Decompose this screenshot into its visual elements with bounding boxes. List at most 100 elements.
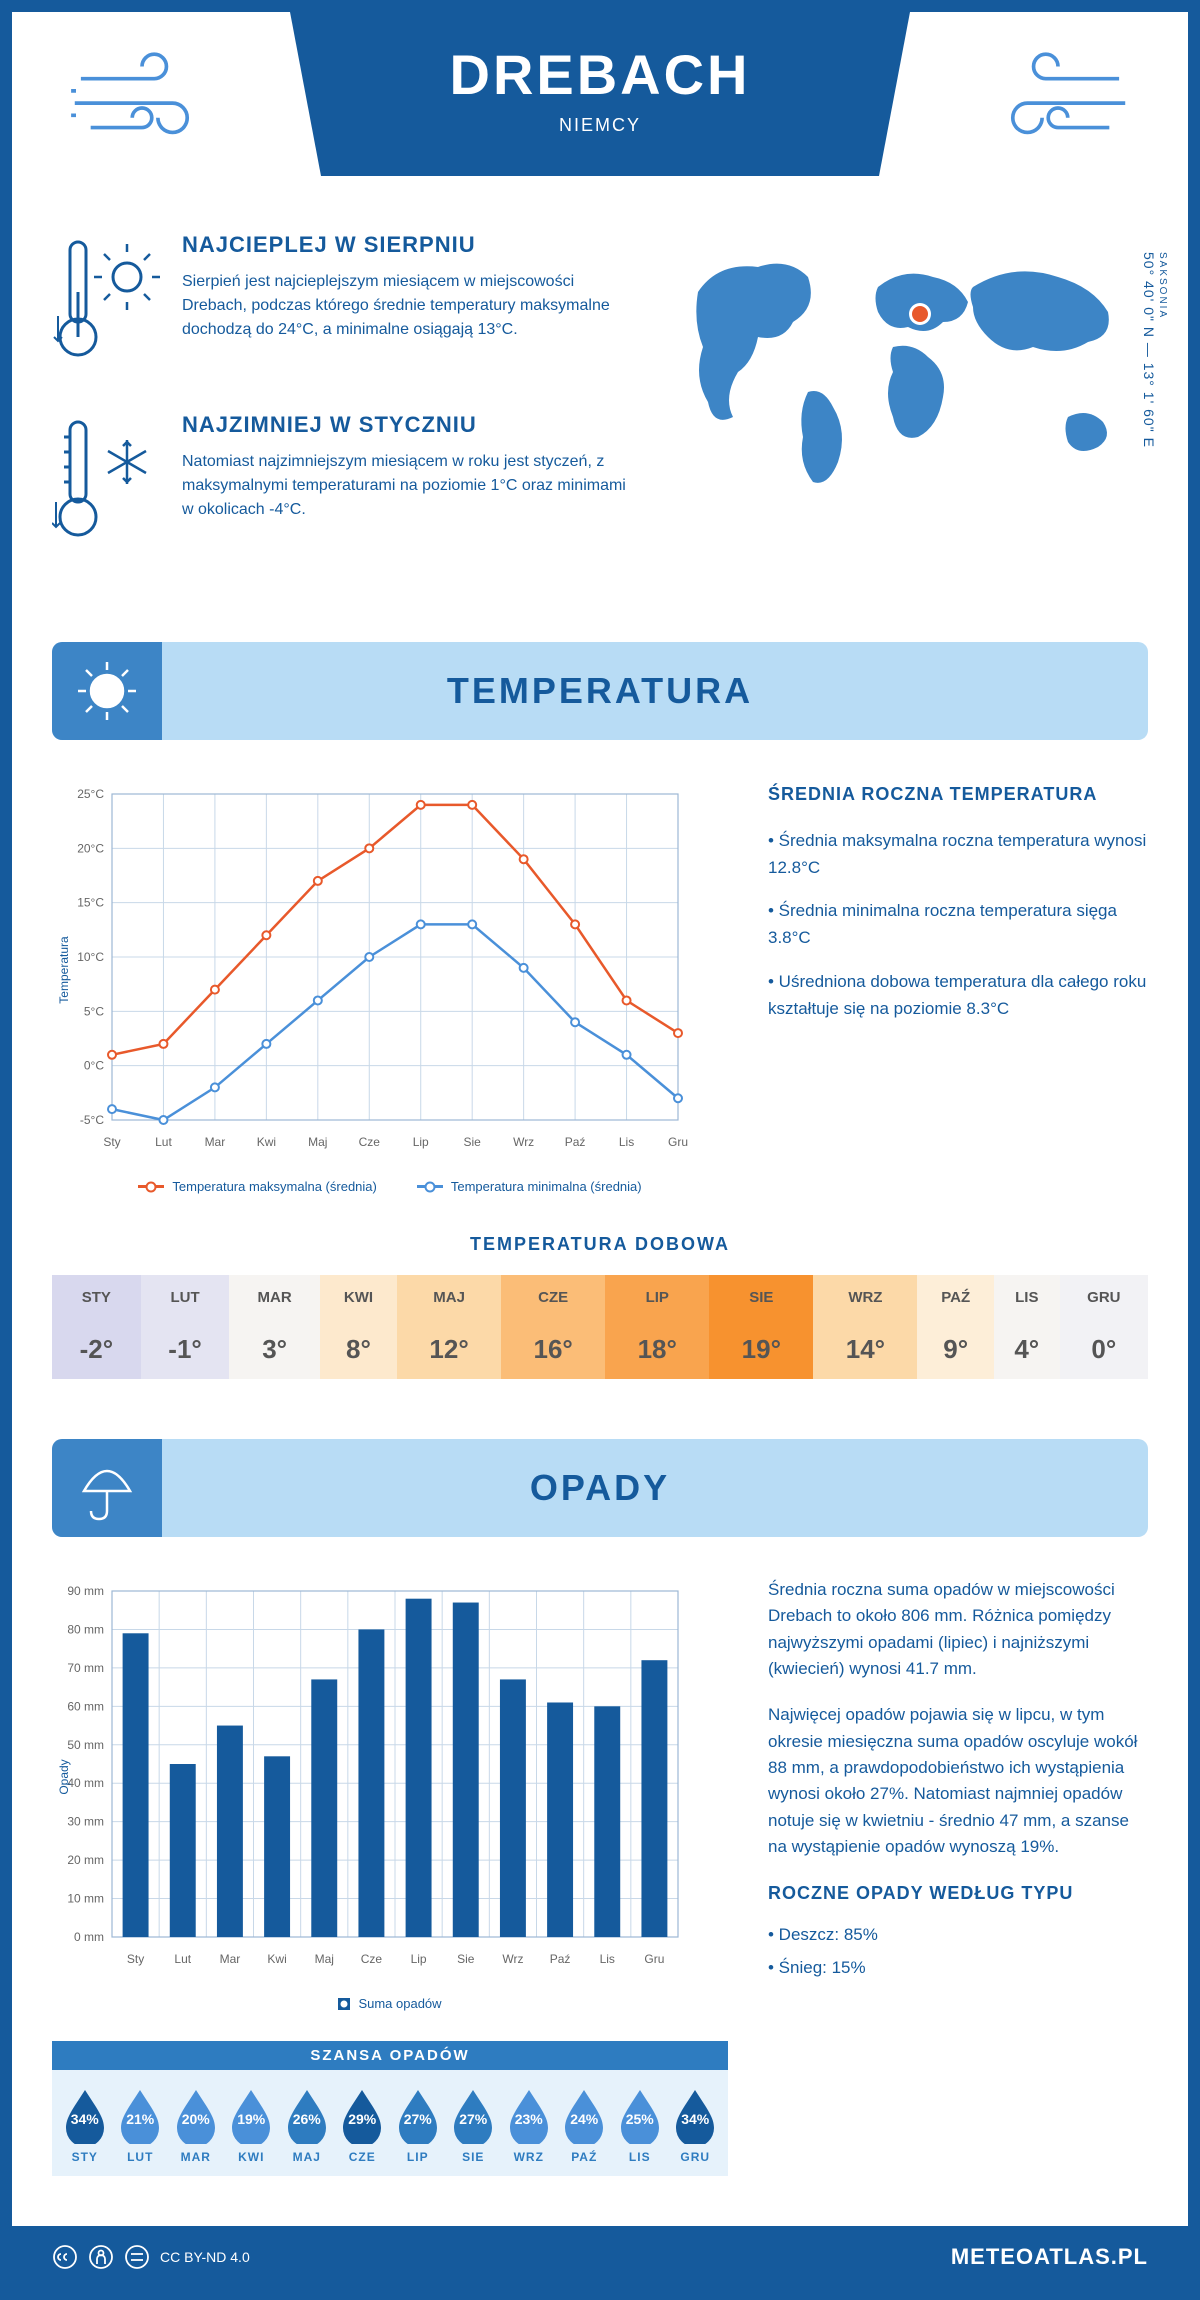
- drop-icon: 19%: [228, 2086, 274, 2144]
- chance-title: SZANSA OPADÓW: [52, 2041, 728, 2070]
- legend-item: Temperatura maksymalna (średnia): [138, 1179, 376, 1194]
- daily-value: 14°: [813, 1320, 917, 1379]
- temp-notes-title: ŚREDNIA ROCZNA TEMPERATURA: [768, 780, 1148, 809]
- drop-icon: 27%: [450, 2086, 496, 2144]
- daily-month: WRZ: [813, 1275, 917, 1320]
- chance-cell: 27%LIP: [391, 2086, 445, 2164]
- daily-value: 8°: [320, 1320, 397, 1379]
- daily-value: 9°: [917, 1320, 993, 1379]
- footer: CC BY-ND 4.0 METEOATLAS.PL: [12, 2226, 1188, 2288]
- chance-cell: 24%PAŹ: [558, 2086, 612, 2164]
- svg-text:Paź: Paź: [550, 1952, 571, 1966]
- svg-text:Mar: Mar: [220, 1952, 241, 1966]
- svg-text:0°C: 0°C: [84, 1059, 104, 1073]
- site-link[interactable]: METEOATLAS.PL: [951, 2244, 1148, 2270]
- temp-header: TEMPERATURA: [52, 642, 1148, 740]
- daily-month: KWI: [320, 1275, 397, 1320]
- rain-type-item: • Śnieg: 15%: [768, 1955, 1148, 1981]
- chance-cell: 34%GRU: [669, 2086, 723, 2164]
- chance-cell: 29%CZE: [336, 2086, 390, 2164]
- daily-temp-table: STYLUTMARKWIMAJCZELIPSIEWRZPAŹLISGRU-2°-…: [52, 1275, 1148, 1379]
- svg-text:Lis: Lis: [619, 1135, 634, 1149]
- svg-text:Paź: Paź: [565, 1135, 586, 1149]
- chance-cell: 25%LIS: [613, 2086, 667, 2164]
- daily-month: SIE: [709, 1275, 813, 1320]
- license-text: CC BY-ND 4.0: [160, 2249, 250, 2265]
- svg-text:Wrz: Wrz: [513, 1135, 534, 1149]
- hot-text: Sierpień jest najcieplejszym miesiącem w…: [182, 270, 638, 342]
- daily-value: 0°: [1060, 1320, 1148, 1379]
- svg-text:Lis: Lis: [600, 1952, 615, 1966]
- sun-icon: [52, 642, 162, 740]
- daily-month: STY: [52, 1275, 141, 1320]
- svg-text:50 mm: 50 mm: [67, 1738, 104, 1752]
- rain-type-item: • Deszcz: 85%: [768, 1922, 1148, 1948]
- title-banner: DREBACH NIEMCY: [290, 12, 910, 176]
- daily-value: 16°: [501, 1320, 605, 1379]
- hot-title: NAJCIEPLEJ W SIERPNIU: [182, 232, 638, 258]
- chance-cell: 27%SIE: [447, 2086, 501, 2164]
- hot-block: NAJCIEPLEJ W SIERPNIU Sierpień jest najc…: [52, 232, 638, 372]
- svg-text:Lut: Lut: [174, 1952, 191, 1966]
- daily-value: 4°: [994, 1320, 1060, 1379]
- daily-month: MAR: [229, 1275, 319, 1320]
- daily-month: PAŹ: [917, 1275, 993, 1320]
- daily-value: 12°: [397, 1320, 501, 1379]
- daily-value: -1°: [141, 1320, 230, 1379]
- svg-text:Sie: Sie: [464, 1135, 482, 1149]
- drop-icon: 20%: [173, 2086, 219, 2144]
- svg-text:Maj: Maj: [308, 1135, 327, 1149]
- svg-text:30 mm: 30 mm: [67, 1815, 104, 1829]
- chance-cell: 23%WRZ: [502, 2086, 556, 2164]
- svg-text:Gru: Gru: [644, 1952, 664, 1966]
- rain-type-title: ROCZNE OPADY WEDŁUG TYPU: [768, 1880, 1148, 1908]
- chance-cell: 21%LUT: [114, 2086, 168, 2164]
- drop-icon: 21%: [117, 2086, 163, 2144]
- svg-text:Temperatura: Temperatura: [57, 936, 71, 1004]
- temp-note-item: • Średnia maksymalna roczna temperatura …: [768, 827, 1148, 881]
- rain-p1: Średnia roczna suma opadów w miejscowośc…: [768, 1577, 1148, 1682]
- svg-text:Cze: Cze: [359, 1135, 381, 1149]
- svg-text:Maj: Maj: [315, 1952, 334, 1966]
- coords-value: 50° 40' 0" N — 13° 1' 60" E: [1141, 252, 1157, 448]
- temp-line-chart: -5°C0°C5°C10°C15°C20°C25°CStyLutMarKwiMa…: [52, 780, 728, 1194]
- svg-text:Opady: Opady: [57, 1759, 71, 1794]
- drop-icon: 29%: [339, 2086, 385, 2144]
- rain-p2: Najwięcej opadów pojawia się w lipcu, w …: [768, 1702, 1148, 1860]
- rain-header: OPADY: [52, 1439, 1148, 1537]
- cold-block: NAJZIMNIEJ W STYCZNIU Natomiast najzimni…: [52, 412, 638, 552]
- svg-text:25°C: 25°C: [77, 787, 104, 801]
- svg-text:Lut: Lut: [155, 1135, 172, 1149]
- temp-note-item: • Uśredniona dobowa temperatura dla całe…: [768, 968, 1148, 1022]
- daily-temp-title: TEMPERATURA DOBOWA: [52, 1234, 1148, 1255]
- daily-month: LUT: [141, 1275, 230, 1320]
- rain-notes: Średnia roczna suma opadów w miejscowośc…: [768, 1577, 1148, 2176]
- coordinates: SAKSONIA 50° 40' 0" N — 13° 1' 60" E: [1141, 252, 1168, 448]
- svg-text:Kwi: Kwi: [267, 1952, 286, 1966]
- world-map-box: SAKSONIA 50° 40' 0" N — 13° 1' 60" E: [668, 232, 1148, 592]
- svg-text:Mar: Mar: [205, 1135, 226, 1149]
- svg-text:Kwi: Kwi: [257, 1135, 276, 1149]
- temp-notes: ŚREDNIA ROCZNA TEMPERATURA • Średnia mak…: [768, 780, 1148, 1194]
- svg-text:Sty: Sty: [103, 1135, 120, 1149]
- svg-text:Cze: Cze: [361, 1952, 383, 1966]
- svg-text:Gru: Gru: [668, 1135, 688, 1149]
- svg-text:Sie: Sie: [457, 1952, 475, 1966]
- daily-value: -2°: [52, 1320, 141, 1379]
- svg-text:-5°C: -5°C: [80, 1113, 104, 1127]
- drop-icon: 26%: [284, 2086, 330, 2144]
- svg-text:0 mm: 0 mm: [74, 1930, 104, 1944]
- temp-note-item: • Średnia minimalna roczna temperatura s…: [768, 897, 1148, 951]
- wind-icon-right: [968, 12, 1148, 152]
- svg-text:40 mm: 40 mm: [67, 1776, 104, 1790]
- svg-text:60 mm: 60 mm: [67, 1699, 104, 1713]
- daily-value: 19°: [709, 1320, 813, 1379]
- thermometer-sun-icon: [52, 232, 162, 372]
- daily-value: 18°: [605, 1320, 709, 1379]
- page-country: NIEMCY: [370, 115, 830, 136]
- page-title: DREBACH: [370, 42, 830, 107]
- svg-text:Lip: Lip: [413, 1135, 429, 1149]
- page-wrap: DREBACH NIEMCY: [0, 0, 1200, 2300]
- cold-text: Natomiast najzimniejszym miesiącem w rok…: [182, 450, 638, 522]
- chance-cell: 34%STY: [58, 2086, 112, 2164]
